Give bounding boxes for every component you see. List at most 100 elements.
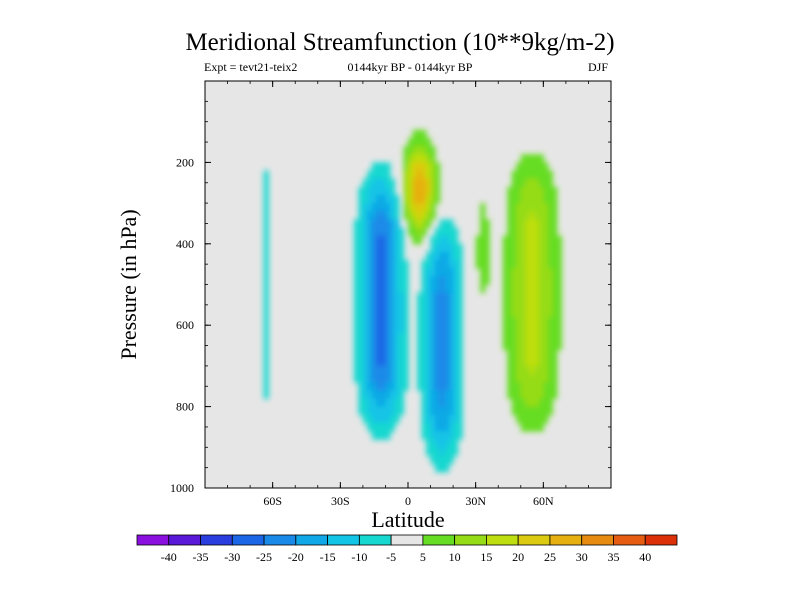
field-cell (394, 243, 400, 253)
field-cell (502, 325, 508, 334)
field-cell (380, 219, 387, 229)
field-cell (394, 227, 400, 237)
field-cell (417, 146, 423, 155)
field-cell (362, 243, 368, 253)
field-cell (525, 414, 531, 424)
field-cell (385, 374, 391, 383)
field-cell (263, 178, 269, 188)
field-cell (511, 357, 517, 367)
field-cell (547, 349, 553, 359)
field-cell (376, 219, 382, 229)
field-cell (444, 235, 450, 245)
field-cell (520, 317, 526, 326)
field-cell (543, 382, 549, 391)
field-cell (448, 243, 454, 253)
field-cell (389, 317, 396, 326)
field-cell (511, 211, 517, 220)
field-cell (480, 203, 486, 212)
field-cell (457, 398, 463, 408)
field-cell (394, 398, 400, 408)
field-cell (426, 308, 432, 318)
field-cell (435, 365, 441, 375)
field-cell (376, 260, 382, 269)
field-cell (421, 292, 427, 302)
field-cell (511, 186, 517, 196)
field-cell (367, 292, 373, 302)
field-cell (380, 170, 387, 180)
field-cell (520, 268, 526, 277)
field-cell (358, 243, 364, 253)
field-cell (453, 251, 459, 261)
field-cell (507, 374, 513, 383)
field-cell (371, 243, 378, 253)
field-cell (552, 227, 558, 237)
field-cell (480, 284, 486, 294)
field-cell (439, 406, 445, 416)
field-cell (543, 260, 549, 269)
field-cell (421, 398, 427, 408)
field-cell (394, 300, 400, 310)
field-cell (525, 317, 531, 326)
field-cell (543, 357, 549, 367)
field-cell (385, 227, 391, 237)
field-cell (453, 439, 459, 448)
field-cell (529, 227, 535, 237)
field-cell (529, 284, 535, 294)
field-cell (430, 317, 436, 326)
field-cell (538, 341, 544, 351)
field-cell (394, 194, 400, 204)
field-cell (362, 284, 368, 294)
field-cell (353, 235, 359, 245)
field-cell (516, 243, 522, 253)
field-cell (389, 300, 396, 310)
field-cell (547, 268, 553, 277)
field-cell (385, 406, 391, 416)
field-cell (385, 170, 391, 180)
field-cell (394, 235, 400, 245)
field-cell (389, 219, 396, 229)
field-cell (552, 276, 558, 286)
field-cell (520, 333, 526, 343)
field-cell (529, 390, 535, 400)
field-cell (398, 325, 405, 334)
field-cell (376, 251, 382, 261)
field-cell (367, 349, 373, 359)
field-cell (426, 317, 432, 326)
field-cell (538, 203, 544, 212)
field-cell (448, 431, 454, 440)
field-cell (380, 268, 387, 277)
field-cell (448, 300, 454, 310)
field-cell (453, 308, 459, 318)
field-cell (430, 268, 436, 277)
field-cell (439, 308, 445, 318)
field-cell (534, 178, 540, 188)
field-cell (403, 154, 409, 163)
field-cell (263, 276, 269, 286)
field-cell (421, 406, 427, 416)
x-tick-label: 30S (331, 494, 350, 508)
field-cell (385, 203, 391, 212)
field-cell (516, 251, 522, 261)
field-cell (417, 154, 423, 163)
field-cell (448, 365, 454, 375)
field-cell (475, 260, 481, 269)
field-cell (263, 194, 269, 204)
x-tick-label: 0 (405, 494, 411, 508)
field-cell (367, 260, 373, 269)
field-cell (475, 251, 481, 261)
field-cell (389, 390, 396, 400)
field-cell (353, 268, 359, 277)
field-cell (444, 463, 450, 473)
field-cell (453, 406, 459, 416)
field-cell (502, 251, 508, 261)
field-cell (358, 186, 364, 196)
field-cell (435, 170, 441, 180)
field-cell (362, 317, 368, 326)
field-cell (520, 162, 526, 172)
field-cell (417, 137, 423, 147)
field-cell (507, 341, 513, 351)
field-cell (371, 211, 378, 220)
field-cell (389, 260, 396, 269)
field-cell (543, 300, 549, 310)
field-cell (547, 260, 553, 269)
